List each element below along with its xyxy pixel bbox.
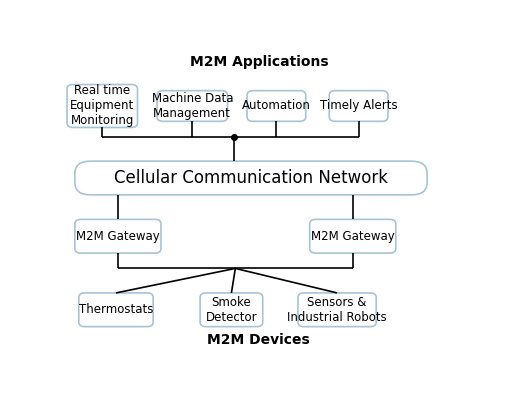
FancyBboxPatch shape (310, 219, 396, 253)
Text: M2M Gateway: M2M Gateway (76, 230, 160, 243)
Text: M2M Applications: M2M Applications (189, 55, 328, 69)
FancyBboxPatch shape (67, 84, 137, 127)
Text: M2M Devices: M2M Devices (208, 333, 310, 347)
FancyBboxPatch shape (329, 91, 388, 121)
Text: M2M Gateway: M2M Gateway (311, 230, 394, 243)
Text: Cellular Communication Network: Cellular Communication Network (114, 169, 388, 187)
FancyBboxPatch shape (200, 293, 263, 327)
Text: Timely Alerts: Timely Alerts (320, 100, 397, 113)
FancyBboxPatch shape (75, 219, 161, 253)
FancyBboxPatch shape (157, 91, 227, 121)
Text: Smoke
Detector: Smoke Detector (206, 296, 257, 324)
FancyBboxPatch shape (247, 91, 306, 121)
FancyBboxPatch shape (298, 293, 376, 327)
Text: Machine Data
Management: Machine Data Management (152, 92, 233, 120)
Text: Real time
Equipment
Monitoring: Real time Equipment Monitoring (70, 84, 134, 127)
FancyBboxPatch shape (79, 293, 153, 327)
Text: Thermostats: Thermostats (79, 303, 153, 316)
FancyBboxPatch shape (75, 161, 427, 195)
Text: Sensors &
Industrial Robots: Sensors & Industrial Robots (287, 296, 387, 324)
Text: Automation: Automation (242, 100, 311, 113)
